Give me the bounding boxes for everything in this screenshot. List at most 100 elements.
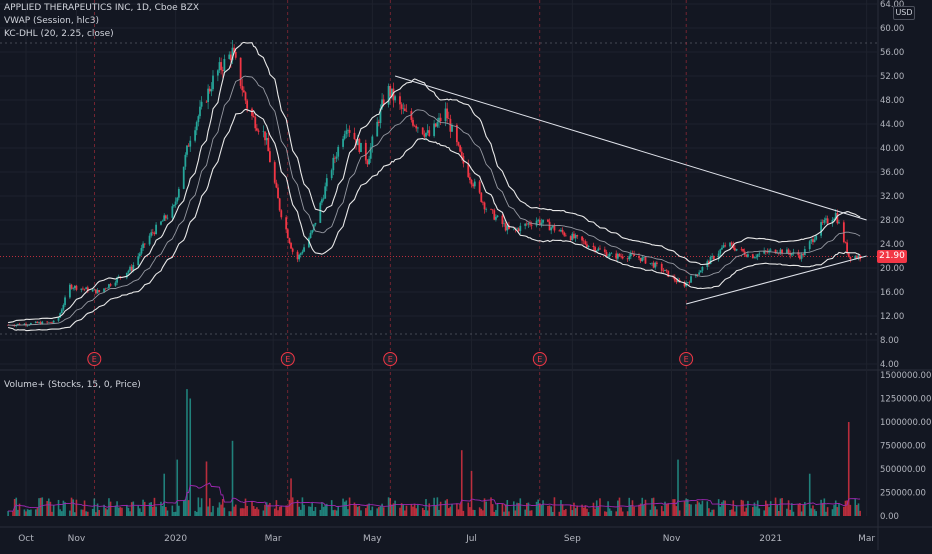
volume-legend: Volume+ (Stocks, 15, 0, Price) xyxy=(4,380,141,390)
volume-bar xyxy=(618,497,621,516)
candle-body xyxy=(571,233,574,241)
volume-bar xyxy=(311,502,313,516)
candle-body xyxy=(137,256,140,266)
volume-bar xyxy=(254,508,257,516)
volume-bar xyxy=(712,509,715,516)
volume-bar xyxy=(563,510,565,516)
candle-body xyxy=(709,256,712,265)
volume-bar xyxy=(786,508,788,516)
volume-bar xyxy=(651,498,653,516)
volume-bar xyxy=(779,498,782,516)
volume-bar xyxy=(654,506,657,516)
volume-bar xyxy=(87,511,89,516)
candle-body xyxy=(662,270,665,272)
volume-bar xyxy=(314,507,317,516)
candle-body xyxy=(800,254,803,259)
volume-bar xyxy=(127,507,130,516)
last-price-tag: 21.90 xyxy=(877,250,907,264)
candle-body xyxy=(468,177,471,180)
volume-bar xyxy=(524,509,526,516)
candle-body xyxy=(618,253,621,257)
volume-bar xyxy=(36,508,39,516)
candle-body xyxy=(642,257,645,258)
volume-bar xyxy=(161,505,164,516)
volume-bar xyxy=(155,506,157,516)
volume-bar xyxy=(95,512,97,516)
candle-body xyxy=(527,223,530,225)
volume-bar xyxy=(425,499,427,516)
candle-body xyxy=(842,222,845,243)
candle-body xyxy=(405,110,408,112)
candle-body xyxy=(413,125,416,127)
candle-body xyxy=(321,199,323,203)
candle-body xyxy=(216,70,219,76)
volume-bar xyxy=(685,498,687,516)
candle-body xyxy=(199,106,201,117)
volume-bar xyxy=(467,502,470,516)
volume-bar xyxy=(735,505,738,516)
candle-body xyxy=(799,255,801,259)
volume-bar xyxy=(291,497,294,516)
candle-body xyxy=(823,219,826,223)
volume-bar xyxy=(412,506,414,516)
volume-bar xyxy=(717,499,720,516)
candle-body xyxy=(389,85,392,97)
volume-bar xyxy=(706,501,709,516)
volume-bar xyxy=(404,510,406,516)
volume-bar xyxy=(91,508,94,516)
candle-body xyxy=(758,253,761,255)
volume-bar xyxy=(391,504,393,516)
candle-body xyxy=(813,239,816,243)
candle-body xyxy=(711,256,714,257)
volume-bar xyxy=(129,511,131,516)
candle-body xyxy=(275,182,278,188)
candle-body xyxy=(254,117,257,129)
price-tick-label: 60.00 xyxy=(880,24,904,34)
candle-body xyxy=(810,239,813,242)
volume-bar xyxy=(285,505,287,516)
candle-body xyxy=(80,288,83,290)
volume-bar xyxy=(608,508,611,516)
candle-body xyxy=(485,209,488,210)
volume-bar xyxy=(83,500,86,516)
volume-bar xyxy=(140,511,143,516)
candle-body xyxy=(712,256,715,260)
candle-body xyxy=(542,219,544,223)
volume-bar xyxy=(834,500,837,516)
volume-bar xyxy=(626,511,629,516)
price-tick-label: 28.00 xyxy=(880,216,904,226)
volume-bar xyxy=(205,461,208,516)
volume-bar xyxy=(415,508,418,516)
price-tick-label: 52.00 xyxy=(880,72,904,82)
volume-bar xyxy=(234,504,237,516)
volume-bar xyxy=(724,500,726,516)
volume-bar xyxy=(643,504,645,516)
time-tick-label: May xyxy=(363,534,382,544)
candle-body xyxy=(381,99,383,109)
volume-bar xyxy=(540,504,543,516)
volume-bar xyxy=(729,510,731,516)
volume-bar xyxy=(820,499,822,516)
currency-button[interactable]: USD xyxy=(893,6,915,20)
candle-body xyxy=(303,247,305,252)
candle-body xyxy=(69,284,71,298)
volume-bar xyxy=(241,508,244,516)
volume-bar xyxy=(527,502,530,516)
price-tick-label: 4.00 xyxy=(880,360,899,370)
volume-bar xyxy=(537,499,539,516)
volume-bar xyxy=(846,500,848,516)
candle-body xyxy=(789,252,792,256)
volume-bar xyxy=(490,497,492,516)
time-tick-label: Oct xyxy=(18,534,34,544)
candle-body xyxy=(360,142,362,152)
time-tick-label: Mar xyxy=(858,534,875,544)
volume-bar xyxy=(698,502,700,516)
volume-bar xyxy=(402,504,405,516)
volume-bar xyxy=(28,509,31,516)
candle-body xyxy=(426,130,429,133)
candle-body xyxy=(501,215,504,224)
volume-bar xyxy=(849,504,852,516)
volume-bar xyxy=(594,508,596,516)
